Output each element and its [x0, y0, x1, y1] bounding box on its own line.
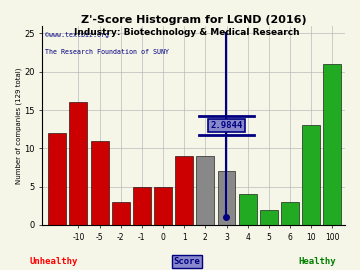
Text: Industry: Biotechnology & Medical Research: Industry: Biotechnology & Medical Resear… [75, 28, 300, 37]
Bar [281, 202, 299, 225]
Bar [196, 156, 214, 225]
Bar [112, 202, 130, 225]
Bar [154, 187, 172, 225]
Bar [239, 194, 257, 225]
Bar [133, 187, 151, 225]
Text: 2.9844: 2.9844 [210, 121, 242, 130]
Bar [302, 125, 320, 225]
Bar [175, 156, 193, 225]
Bar [217, 171, 235, 225]
Bar [91, 141, 109, 225]
Bar [69, 102, 87, 225]
Text: ©www.textbiz.org: ©www.textbiz.org [45, 32, 108, 38]
Bar [323, 64, 341, 225]
Bar [48, 133, 66, 225]
Text: Healthy: Healthy [298, 257, 336, 266]
Title: Z'-Score Histogram for LGND (2016): Z'-Score Histogram for LGND (2016) [81, 15, 306, 25]
Text: Unhealthy: Unhealthy [30, 257, 78, 266]
Text: Score: Score [174, 257, 201, 266]
Bar [260, 210, 278, 225]
Text: The Research Foundation of SUNY: The Research Foundation of SUNY [45, 49, 168, 55]
Y-axis label: Number of companies (129 total): Number of companies (129 total) [15, 67, 22, 184]
